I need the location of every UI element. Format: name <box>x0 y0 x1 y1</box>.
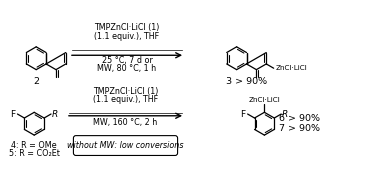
Text: (1.1 equiv.), THF: (1.1 equiv.), THF <box>93 95 158 104</box>
Text: (1.1 equiv.), THF: (1.1 equiv.), THF <box>94 32 160 41</box>
Text: 5: R = CO₂Et: 5: R = CO₂Et <box>9 149 60 158</box>
Text: 3 > 90%: 3 > 90% <box>226 77 267 86</box>
Text: 6 > 90%: 6 > 90% <box>279 114 320 123</box>
Text: 25 °C, 7 d or: 25 °C, 7 d or <box>102 56 152 65</box>
Text: F: F <box>240 109 246 118</box>
Text: TMPZnCl·LiCl (1): TMPZnCl·LiCl (1) <box>93 87 158 96</box>
Text: ZnCl·LiCl: ZnCl·LiCl <box>276 65 307 71</box>
Text: R: R <box>282 109 288 118</box>
Text: TMPZnCl·LiCl (1): TMPZnCl·LiCl (1) <box>94 23 160 32</box>
Text: MW, 160 °C, 2 h: MW, 160 °C, 2 h <box>93 118 158 127</box>
Text: without MW: low conversions: without MW: low conversions <box>67 141 184 150</box>
Text: MW, 80 °C, 1 h: MW, 80 °C, 1 h <box>98 64 156 73</box>
Text: ZnCl·LiCl: ZnCl·LiCl <box>248 97 280 103</box>
Text: 4: R = OMe: 4: R = OMe <box>11 141 57 150</box>
Text: R: R <box>52 109 58 118</box>
Text: 2: 2 <box>33 77 39 86</box>
FancyBboxPatch shape <box>73 136 178 155</box>
Text: 7 > 90%: 7 > 90% <box>279 124 320 133</box>
Text: F: F <box>10 109 15 118</box>
